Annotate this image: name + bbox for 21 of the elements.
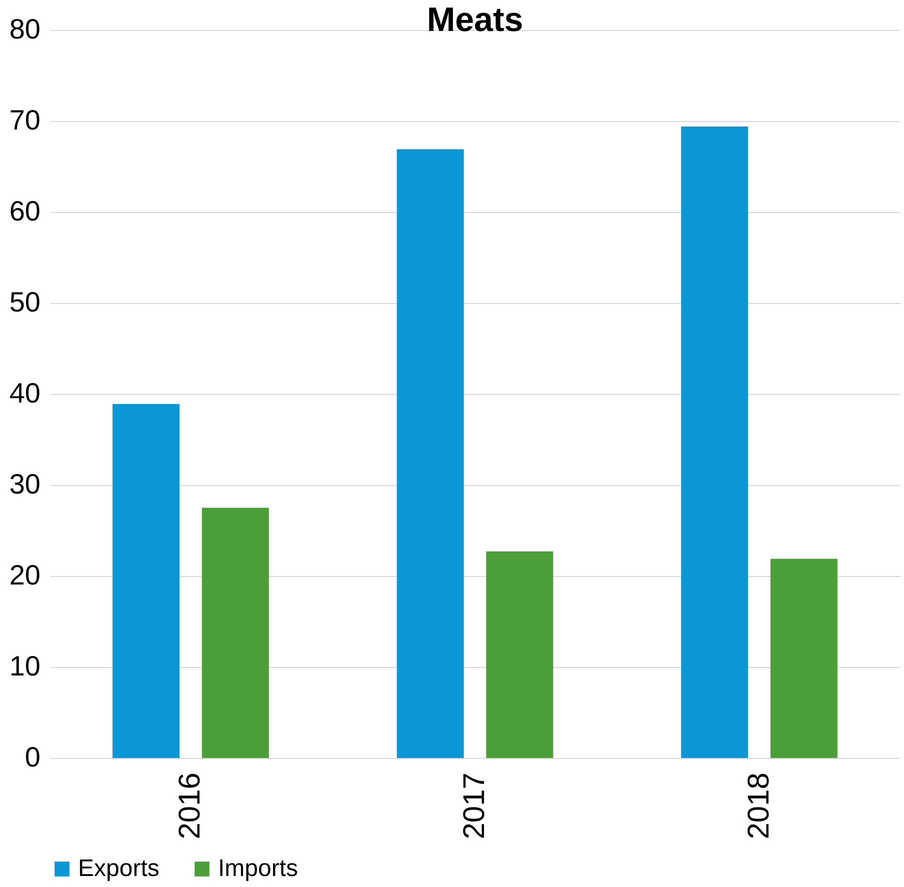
y-tick-label: 40 [9,378,40,408]
bar [396,149,464,758]
x-tick-label: 2016 [174,772,207,840]
y-tick-label: 70 [9,104,40,136]
y-tick-label: 60 [9,196,40,226]
y-tick-label: 80 [9,14,40,44]
bar [681,126,748,758]
y-tick-label: 50 [9,286,40,318]
x-tick-label: 2018 [742,772,776,840]
bar [112,404,180,758]
y-tick-label: 10 [9,650,40,682]
y-tick-label: 30 [9,468,40,500]
chart-title: Meats [426,1,524,39]
y-tick-label: 20 [9,560,40,590]
y-tick-label: 0 [24,742,40,772]
bar [202,508,269,758]
bar [486,551,554,758]
legend-label: Imports [218,855,298,882]
bar [770,558,838,758]
x-tick-label: 2017 [458,772,491,840]
legend-label: Exports [78,855,160,882]
